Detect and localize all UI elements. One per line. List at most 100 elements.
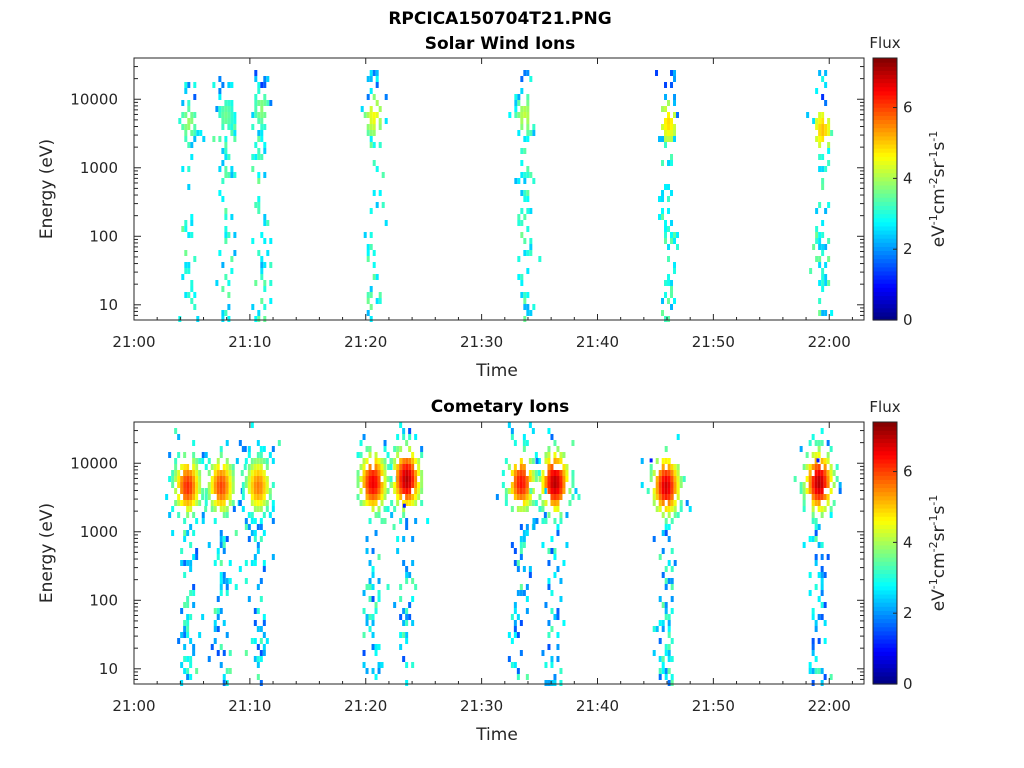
heatmap-cell — [661, 662, 665, 668]
heatmap-cell — [371, 572, 375, 578]
heatmap-cell — [667, 476, 671, 482]
heatmap-cell — [405, 458, 409, 464]
heatmap-cell — [670, 656, 674, 662]
heatmap-cell — [231, 500, 235, 506]
colorbar-step — [873, 184, 897, 190]
heatmap-cell — [365, 584, 369, 590]
heatmap-cell — [368, 452, 372, 458]
heatmap-cell — [174, 488, 178, 494]
heatmap-cell — [228, 560, 232, 566]
heatmap-cell — [661, 214, 665, 220]
heatmap-cell — [829, 674, 833, 680]
heatmap-cell — [670, 482, 674, 488]
heatmap-cell — [799, 482, 803, 488]
heatmap-cell — [253, 482, 257, 488]
colorbar-step — [873, 548, 897, 554]
heatmap-cell — [832, 470, 836, 476]
heatmap-cell — [269, 100, 273, 106]
heatmap-cell — [365, 470, 369, 476]
heatmap-cell — [396, 482, 400, 488]
heatmap-cell — [399, 584, 403, 590]
heatmap-cell — [571, 470, 575, 476]
heatmap-cell — [186, 614, 190, 620]
heatmap-cell — [670, 500, 674, 506]
heatmap-cell — [399, 458, 403, 464]
heatmap-cell — [673, 298, 677, 304]
heatmap-cell — [213, 470, 217, 476]
heatmap-cell — [559, 458, 563, 464]
heatmap-cell — [263, 280, 267, 286]
heatmap-cell — [553, 458, 557, 464]
heatmap-cell — [405, 470, 409, 476]
heatmap-cell — [224, 172, 228, 178]
heatmap-cell — [238, 440, 242, 446]
heatmap-cell — [247, 446, 251, 452]
heatmap-cell — [667, 494, 671, 500]
heatmap-cell — [543, 512, 547, 518]
y-axis-label: Energy (eV) — [37, 503, 57, 603]
heatmap-cell — [664, 226, 668, 232]
heatmap-cell — [525, 674, 529, 680]
heatmap-cell — [513, 494, 517, 500]
heatmap-cell — [233, 130, 237, 136]
heatmap-cell — [667, 244, 671, 250]
heatmap-cell — [827, 202, 831, 208]
heatmap-cell — [251, 112, 255, 118]
heatmap-cell — [256, 548, 260, 554]
heatmap-cell — [526, 118, 530, 124]
heatmap-cell — [181, 112, 185, 118]
heatmap-cell — [676, 434, 680, 440]
heatmap-cell — [378, 106, 382, 112]
heatmap-cell — [257, 178, 261, 184]
heatmap-cell — [661, 298, 665, 304]
heatmap-cell — [821, 178, 825, 184]
heatmap-cell — [528, 566, 532, 572]
heatmap-cell — [216, 608, 220, 614]
heatmap-cell — [244, 482, 248, 488]
heatmap-cell — [222, 578, 226, 584]
heatmap-cell — [201, 518, 205, 524]
heatmap-cell — [823, 458, 827, 464]
heatmap-cell — [253, 488, 257, 494]
heatmap-cell — [501, 470, 505, 476]
heatmap-cell — [192, 650, 196, 656]
heatmap-cell — [670, 82, 674, 88]
heatmap-cell — [230, 172, 234, 178]
heatmap-cell — [526, 130, 530, 136]
heatmap-cell — [805, 452, 809, 458]
heatmap-cell — [814, 452, 818, 458]
heatmap-cell — [225, 584, 229, 590]
colorbar-step — [873, 90, 897, 96]
heatmap-cell — [535, 458, 539, 464]
heatmap-cell — [250, 470, 254, 476]
heatmap-cell — [556, 644, 560, 650]
heatmap-cell — [230, 130, 234, 136]
heatmap-cell — [817, 446, 821, 452]
heatmap-cell — [520, 118, 524, 124]
heatmap-cell — [256, 494, 260, 500]
colorbar-step — [873, 189, 897, 194]
heatmap-cell — [368, 614, 372, 620]
heatmap-cell — [402, 488, 406, 494]
colorbar-step — [873, 131, 897, 137]
heatmap-cell — [213, 518, 217, 524]
heatmap-cell — [420, 446, 424, 452]
heatmap-cell — [256, 458, 260, 464]
heatmap-cell — [507, 464, 511, 470]
heatmap-cell — [823, 602, 827, 608]
colorbar-step — [873, 86, 897, 92]
heatmap-cell — [547, 464, 551, 470]
heatmap-cell — [374, 458, 378, 464]
heatmap-cell — [547, 644, 551, 650]
heatmap-cell — [368, 470, 372, 476]
heatmap-cell — [253, 518, 257, 524]
heatmap-cell — [225, 578, 229, 584]
colorbar-step — [873, 540, 897, 546]
heatmap-cell — [230, 106, 234, 112]
heatmap-cell — [244, 560, 248, 566]
heatmap-cell — [219, 494, 223, 500]
heatmap-cell — [402, 632, 406, 638]
heatmap-cell — [371, 548, 375, 554]
heatmap-cell — [670, 286, 674, 292]
heatmap-cell — [664, 608, 668, 614]
